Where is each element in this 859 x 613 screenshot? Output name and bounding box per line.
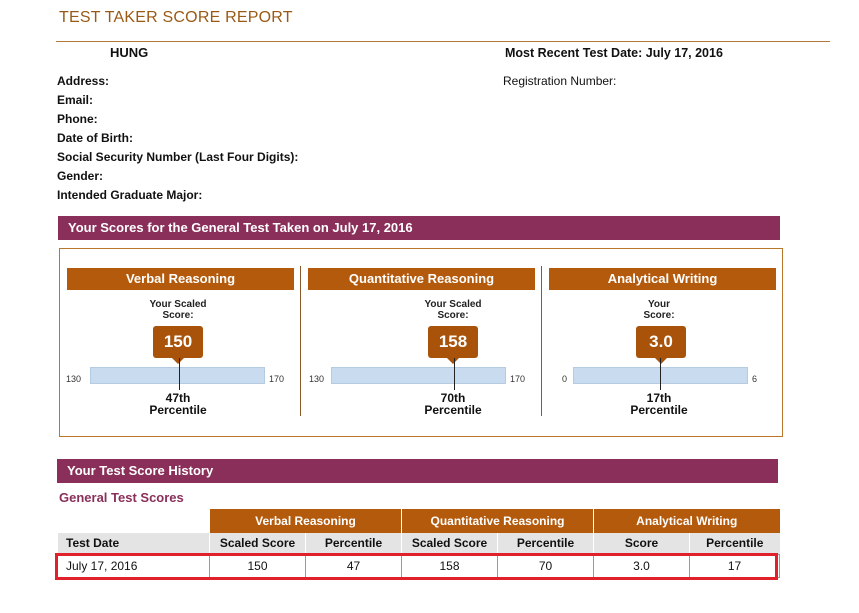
scale-min-label: 130 xyxy=(66,374,82,384)
percentile-label: Percentile xyxy=(424,403,482,417)
email-label: Email: xyxy=(57,93,94,107)
cell-quant-percentile: 70 xyxy=(497,553,594,578)
scores-box xyxy=(59,248,783,437)
scale-min-label: 0 xyxy=(562,374,568,384)
writing-score-badge: 3.0 xyxy=(636,326,686,358)
group-writing: Analytical Writing xyxy=(593,509,780,533)
score-label-line: Your xyxy=(647,299,671,310)
verbal-score-label: Your Scaled Score: xyxy=(130,299,226,321)
ssn-label: Social Security Number (Last Four Digits… xyxy=(57,150,299,164)
scale-min-label: 130 xyxy=(309,374,325,384)
quantitative-scale-bar xyxy=(331,367,506,384)
writing-panel-header: Analytical Writing xyxy=(549,268,776,290)
header-divider xyxy=(56,41,830,42)
phone-label: Phone: xyxy=(57,112,98,126)
column-header: Scaled Score xyxy=(401,533,498,554)
registration-number-label: Registration Number: xyxy=(503,74,617,88)
scores-section-header: Your Scores for the General Test Taken o… xyxy=(58,216,780,240)
score-history-table: Verbal Reasoning Quantitative Reasoning … xyxy=(57,509,780,578)
intended-major-label: Intended Graduate Major: xyxy=(57,188,203,202)
percentile-value: 17th xyxy=(646,391,672,405)
score-label-line: Score: xyxy=(643,310,675,321)
table-row: July 17, 2016 150 47 158 70 3.0 17 xyxy=(57,553,780,578)
column-header: Scaled Score xyxy=(209,533,306,554)
history-section-header: Your Test Score History xyxy=(57,459,778,483)
scale-max-label: 170 xyxy=(510,374,526,384)
verbal-scale-bar xyxy=(90,367,265,384)
verbal-score-badge: 150 xyxy=(153,326,203,358)
quantitative-score-marker xyxy=(454,358,455,390)
test-taker-name: HUNG xyxy=(110,45,149,60)
table-corner xyxy=(58,509,210,533)
address-label: Address: xyxy=(57,74,110,88)
badge-pointer xyxy=(655,358,667,364)
score-label-line: Score: xyxy=(162,310,194,321)
date-of-birth-label: Date of Birth: xyxy=(57,131,133,145)
quantitative-score-badge: 158 xyxy=(428,326,478,358)
group-quantitative: Quantitative Reasoning xyxy=(401,509,594,533)
quantitative-percentile: 70th Percentile xyxy=(405,392,501,416)
badge-pointer xyxy=(447,358,459,364)
writing-score-marker xyxy=(660,358,661,390)
column-header: Percentile xyxy=(305,533,402,554)
writing-score-label: Your Score: xyxy=(611,299,707,321)
writing-percentile: 17th Percentile xyxy=(611,392,707,416)
percentile-value: 70th xyxy=(440,391,466,405)
history-subtitle: General Test Scores xyxy=(59,490,184,505)
verbal-percentile: 47th Percentile xyxy=(130,392,226,416)
row-highlight-box xyxy=(55,553,778,580)
panel-divider xyxy=(541,266,542,416)
verbal-panel-header: Verbal Reasoning xyxy=(67,268,294,290)
report-title: TEST TAKER SCORE REPORT xyxy=(59,9,293,26)
panel-divider xyxy=(300,266,301,416)
cell-verbal-percentile: 47 xyxy=(305,553,402,578)
score-label-line: Your Scaled xyxy=(424,299,482,310)
score-label-line: Your Scaled xyxy=(149,299,207,310)
percentile-label: Percentile xyxy=(630,403,688,417)
column-header: Percentile xyxy=(689,533,780,554)
score-label-line: Score: xyxy=(437,310,469,321)
percentile-value: 47th xyxy=(165,391,191,405)
quantitative-score-label: Your Scaled Score: xyxy=(405,299,501,321)
verbal-score-marker xyxy=(179,358,180,390)
most-recent-test-date: Most Recent Test Date: July 17, 2016 xyxy=(505,46,723,60)
column-header: Test Date xyxy=(57,533,210,554)
gender-label: Gender: xyxy=(57,169,104,183)
cell-verbal-scaled: 150 xyxy=(209,553,306,578)
column-header: Score xyxy=(593,533,690,554)
percentile-label: Percentile xyxy=(149,403,207,417)
quantitative-panel-header: Quantitative Reasoning xyxy=(308,268,535,290)
scale-max-label: 170 xyxy=(269,374,285,384)
scale-max-label: 6 xyxy=(752,374,758,384)
badge-pointer xyxy=(172,358,184,364)
group-verbal: Verbal Reasoning xyxy=(209,509,402,533)
column-header: Percentile xyxy=(497,533,594,554)
